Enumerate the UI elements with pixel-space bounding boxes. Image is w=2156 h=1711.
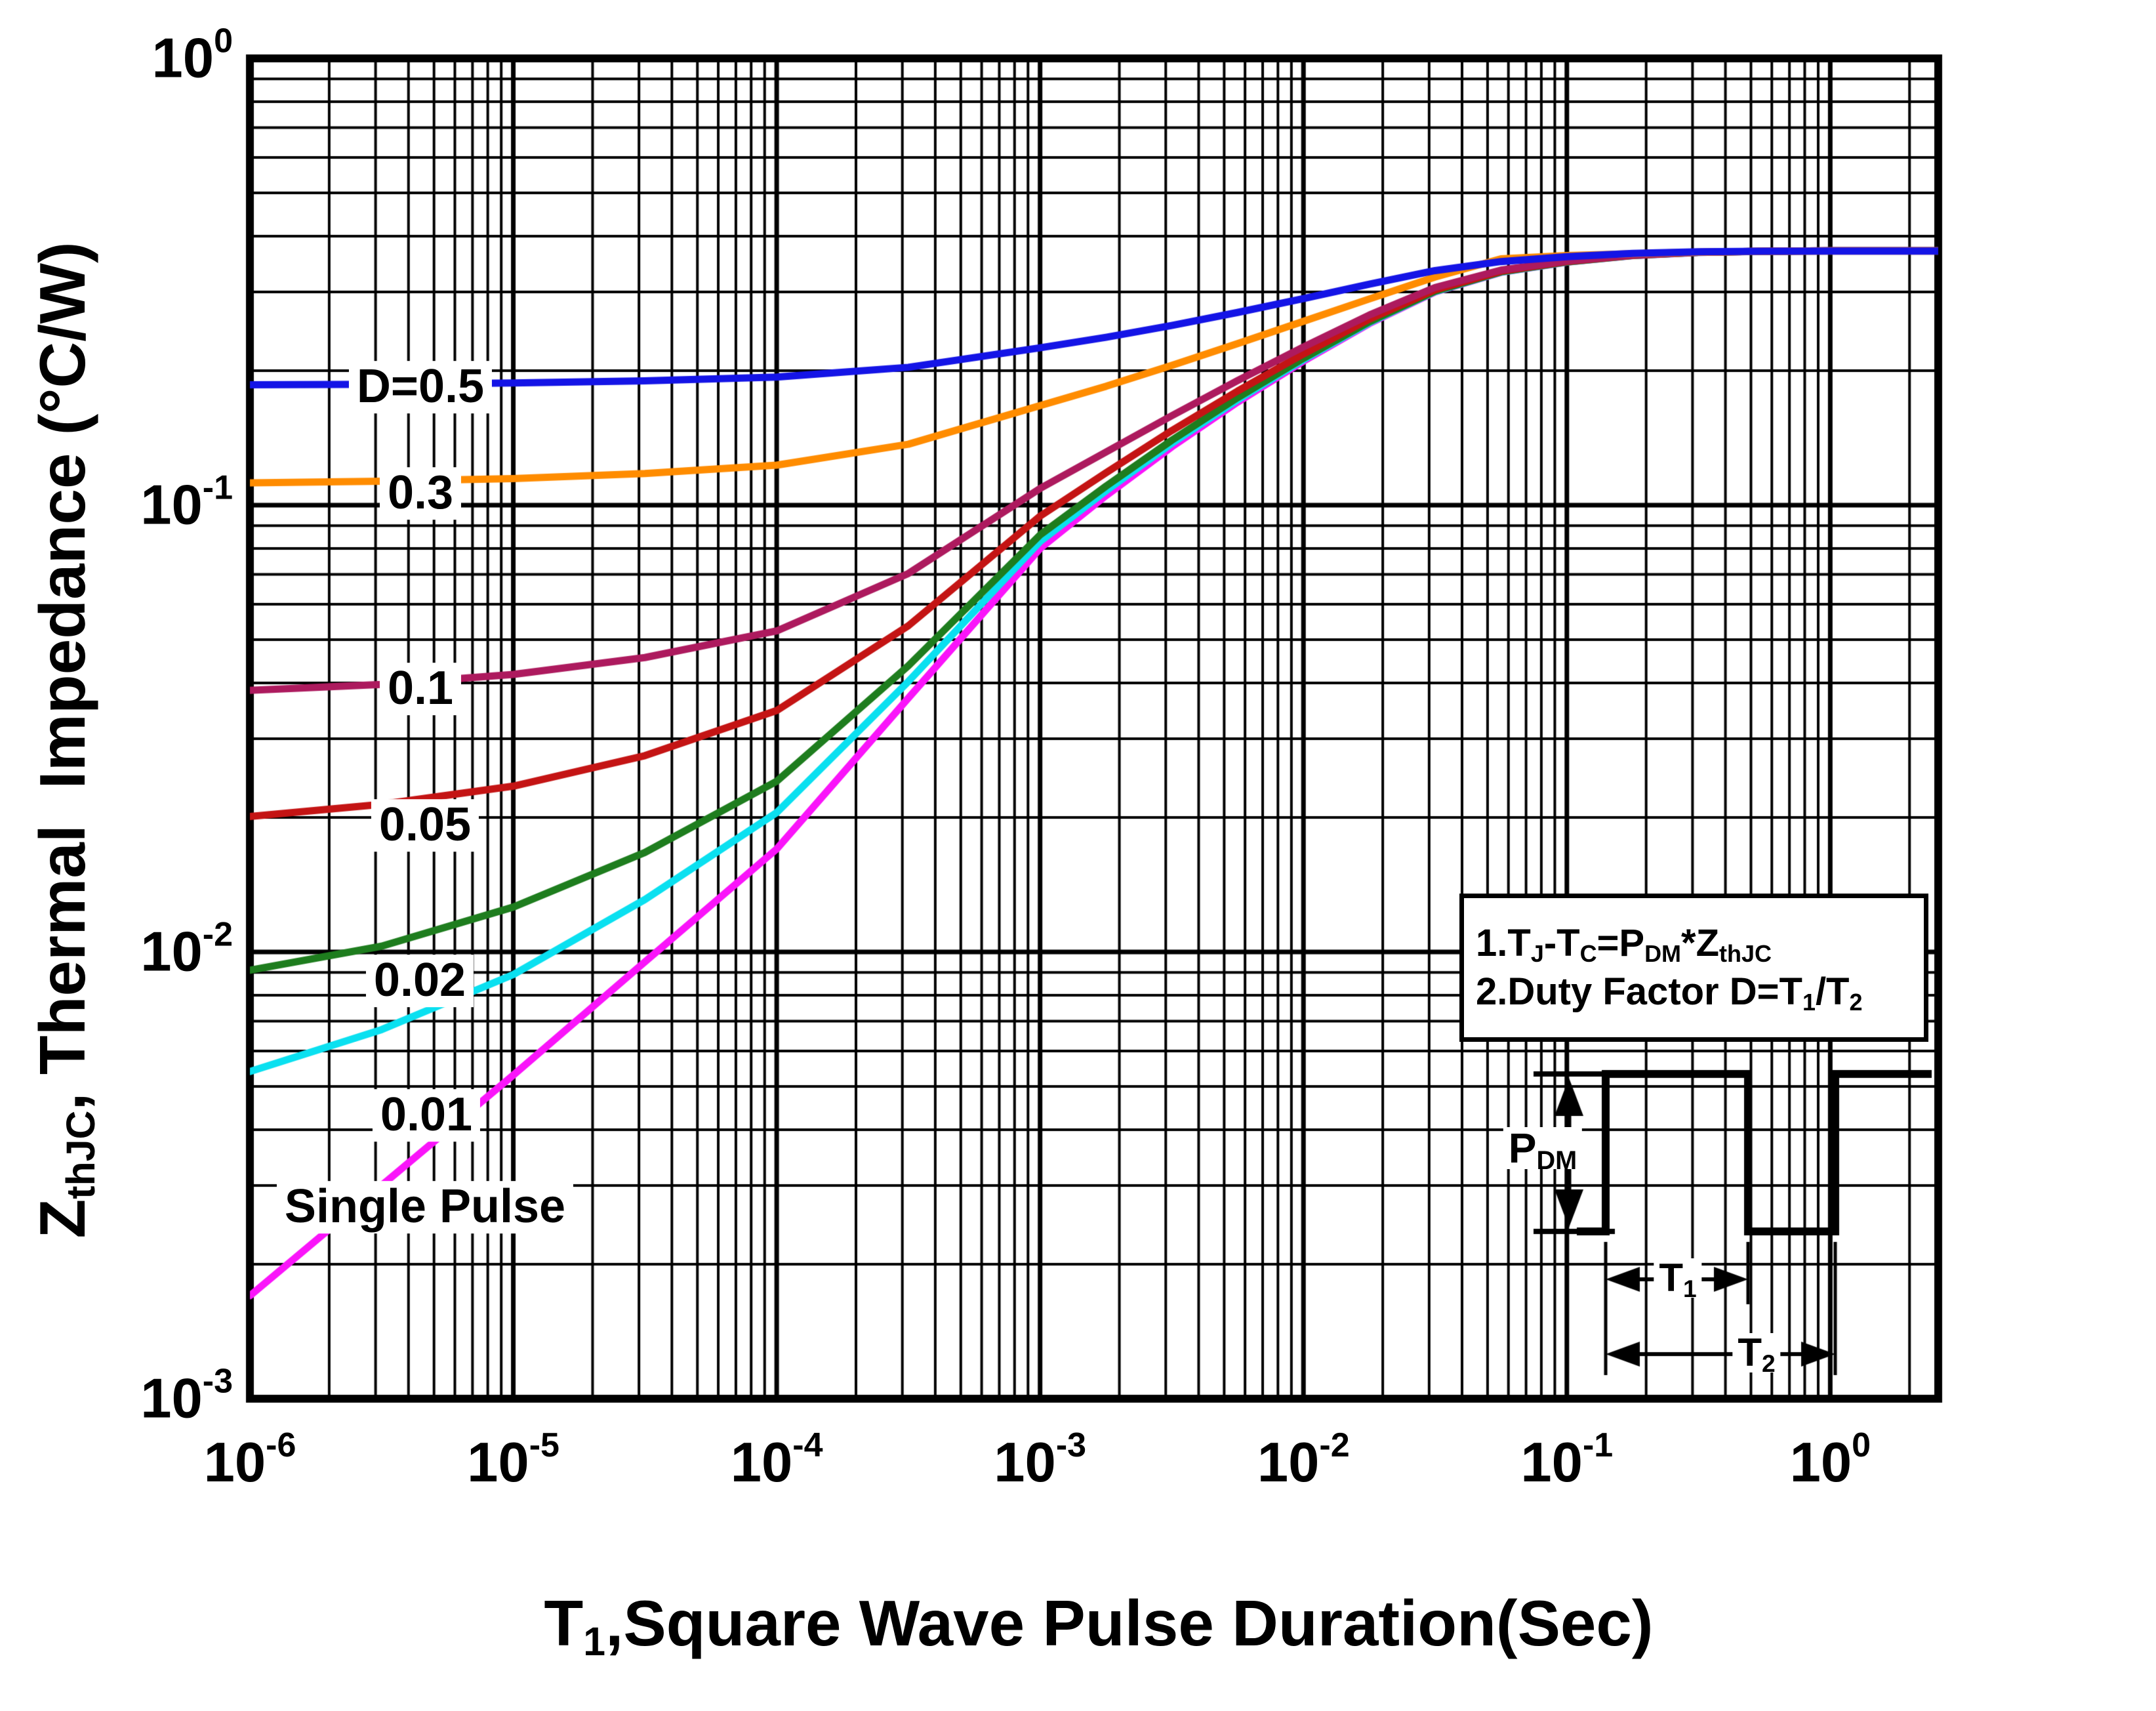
subscript-text: 2 — [1849, 988, 1863, 1016]
subscript-text: C — [1579, 939, 1597, 967]
tick-exponent: -3 — [1055, 1426, 1087, 1464]
text-run: /T — [1815, 970, 1850, 1013]
subscript-text: 1 — [583, 1618, 606, 1664]
pdm-label: PDM — [1503, 1124, 1583, 1173]
text-run: 1.T — [1476, 922, 1531, 965]
x-tick-label: 10-6 — [203, 1428, 296, 1494]
y-tick-label: 10-3 — [140, 1365, 233, 1430]
tick-exponent: 0 — [1852, 1426, 1871, 1464]
text-run: T — [1659, 1256, 1683, 1300]
text-run: , Thermal Impedance (°C/W) — [26, 241, 98, 1111]
tick-exponent: -5 — [529, 1426, 559, 1464]
curve-label-d03: 0.3 — [379, 467, 462, 520]
text-run: 2.Duty Factor D=T — [1476, 970, 1802, 1013]
annotation-box: 1.TJ-TC=PDM*ZthJC 2.Duty Factor D=T1/T2 — [1459, 894, 1928, 1042]
text-run: -T — [1543, 922, 1580, 965]
tick-base: 10 — [730, 1432, 793, 1494]
text-run: ,Square Wave Pulse Duration(Sec) — [605, 1587, 1654, 1659]
tick-base: 10 — [1789, 1432, 1852, 1494]
annotation-line-2: 2.Duty Factor D=T1/T2 — [1476, 970, 1912, 1016]
subscript-text: thJC — [1719, 939, 1772, 967]
subscript-text: thJC — [58, 1110, 103, 1199]
curve-label-d05: D=0.5 — [348, 361, 493, 413]
tick-base: 10 — [1520, 1432, 1583, 1494]
t2-label: T2 — [1732, 1330, 1781, 1376]
tick-exponent: -2 — [1319, 1426, 1350, 1464]
text-run: T — [544, 1587, 584, 1659]
tick-exponent: -2 — [202, 915, 233, 954]
x-tick-label: 10-2 — [1257, 1428, 1350, 1494]
tick-base: 10 — [1257, 1432, 1320, 1494]
tick-exponent: -3 — [202, 1362, 233, 1401]
curve-label-d001: 0.01 — [372, 1089, 481, 1142]
text-run: Z — [26, 1199, 98, 1239]
x-tick-label: 10-1 — [1520, 1428, 1613, 1494]
text-run: =P — [1597, 922, 1645, 965]
text-run: T — [1738, 1330, 1762, 1374]
x-tick-label: 10-3 — [994, 1428, 1086, 1494]
y-tick-label: 10-2 — [140, 918, 233, 983]
y-axis-title: ZthJC, Thermal Impedance (°C/W) — [26, 241, 103, 1238]
y-tick-label: 100 — [152, 24, 233, 90]
x-tick-label: 10-4 — [730, 1428, 823, 1494]
subscript-text: 2 — [1761, 1349, 1776, 1377]
curve-label-d002: 0.02 — [365, 955, 474, 1007]
annotation-line-1: 1.TJ-TC=PDM*ZthJC — [1476, 922, 1912, 967]
x-axis-title: T1,Square Wave Pulse Duration(Sec) — [544, 1591, 1653, 1661]
curve-label-d005: 0.05 — [371, 799, 479, 852]
tick-exponent: -1 — [1582, 1426, 1614, 1464]
curve-label-sp: Single Pulse — [276, 1181, 574, 1233]
tick-base: 10 — [994, 1432, 1056, 1494]
subscript-text: 1 — [1802, 988, 1816, 1016]
y-tick-label: 10-1 — [140, 471, 233, 533]
curve-label-d01: 0.1 — [379, 663, 462, 715]
tick-base: 10 — [467, 1432, 529, 1494]
tick-base: 10 — [140, 474, 203, 537]
text-run: *Z — [1681, 922, 1720, 965]
subscript-text: 1 — [1682, 1274, 1697, 1302]
text-run: P — [1508, 1124, 1537, 1172]
tick-base: 10 — [140, 1367, 203, 1430]
t1-label: T1 — [1654, 1256, 1702, 1301]
x-tick-label: 10-5 — [467, 1428, 559, 1494]
subscript-text: DM — [1644, 939, 1682, 967]
tick-exponent: -1 — [202, 468, 233, 507]
tick-base: 10 — [203, 1432, 266, 1494]
tick-exponent: -6 — [266, 1426, 296, 1464]
subscript-text: DM — [1536, 1145, 1577, 1175]
subscript-text: J — [1530, 939, 1544, 967]
tick-base: 10 — [140, 920, 203, 983]
tick-exponent: -4 — [792, 1426, 823, 1464]
x-tick-label: 100 — [1789, 1428, 1871, 1494]
tick-exponent: 0 — [214, 22, 233, 60]
tick-base: 10 — [152, 27, 214, 90]
